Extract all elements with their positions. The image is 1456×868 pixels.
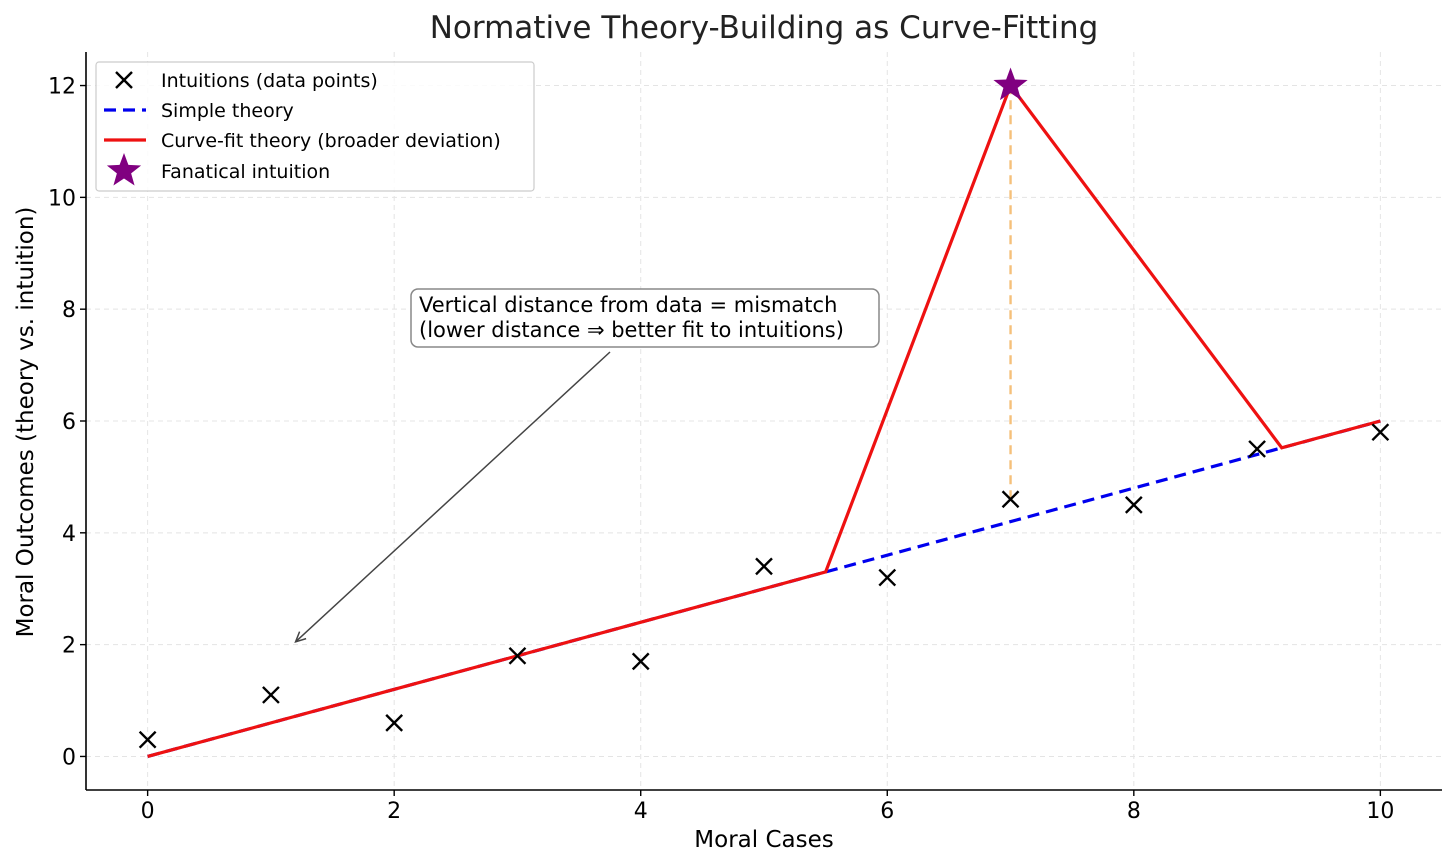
intuition-point	[508, 646, 527, 665]
legend-label: Intuitions (data points)	[161, 70, 378, 92]
fanatical-intuition-star	[993, 67, 1028, 101]
y-tick-label: 6	[62, 410, 76, 435]
intuition-point	[631, 652, 650, 671]
legend-box	[95, 61, 535, 192]
x-marker-stroke	[1248, 440, 1266, 458]
intuition-point	[1371, 423, 1390, 442]
annotation-layer: Vertical distance from data = mismatch(l…	[294, 288, 880, 644]
y-axis-label: Moral Outcomes (theory vs. intuition)	[13, 207, 39, 638]
legend-x-marker	[115, 71, 133, 89]
x-marker-stroke	[115, 71, 133, 89]
x-tick-label: 4	[634, 799, 648, 824]
x-tick-label: 2	[387, 799, 401, 824]
x-marker-stroke	[508, 646, 527, 665]
x-tick-label: 10	[1366, 799, 1394, 824]
legend-symbol	[106, 153, 142, 186]
intuition-point	[262, 686, 280, 704]
y-tick-label: 8	[62, 298, 76, 323]
legend-label: Fanatical intuition	[161, 161, 330, 183]
legend: Intuitions (data points) Simple theory Cur…	[95, 61, 535, 192]
x-marker-stroke	[385, 714, 404, 732]
intuition-point	[385, 714, 404, 732]
x-marker-stroke	[1371, 423, 1390, 442]
x-tick-label: 0	[141, 799, 155, 824]
x-marker-stroke	[262, 686, 280, 704]
intuition-point	[138, 730, 157, 749]
annotation-text-line: (lower distance ⇒ better fit to intuitio…	[419, 318, 844, 342]
axes-layer: 0 2 4 6 8 10 0 2 4 6 8 10 12	[48, 52, 1442, 824]
annotation-arrow	[295, 351, 611, 643]
annotation-text-line: Vertical distance from data = mismatch	[419, 293, 837, 317]
x-marker-stroke	[755, 557, 773, 576]
y-tick-label: 4	[62, 522, 76, 547]
legend-label: Simple theory	[161, 100, 294, 122]
legend-symbol	[115, 71, 133, 89]
x-marker-stroke	[631, 652, 650, 671]
annotation-arrowhead	[294, 631, 307, 644]
x-marker-stroke	[1001, 490, 1020, 509]
y-tick-label: 12	[48, 75, 76, 100]
intuition-point	[1248, 440, 1266, 458]
x-tick-label: 6	[880, 799, 894, 824]
y-tick-label: 2	[62, 634, 76, 659]
annotation-box	[410, 288, 880, 348]
y-tick-label: 10	[48, 186, 76, 211]
chart-title: Normative Theory-Building as Curve-Fitti…	[430, 10, 1099, 46]
legend-label: Curve-fit theory (broader deviation)	[161, 130, 501, 152]
x-marker-stroke	[878, 568, 897, 587]
x-marker-stroke	[1124, 496, 1143, 514]
data-layer	[138, 67, 1390, 758]
x-axis-label: Moral Cases	[694, 827, 833, 853]
x-tick-label: 8	[1127, 799, 1141, 824]
intuition-point	[1124, 496, 1143, 514]
intuition-point	[755, 557, 773, 576]
intuition-point	[878, 568, 897, 587]
y-tick-label: 0	[62, 745, 76, 770]
legend-star-marker	[106, 153, 142, 186]
intuition-point	[1001, 490, 1020, 509]
x-marker-stroke	[138, 730, 157, 749]
